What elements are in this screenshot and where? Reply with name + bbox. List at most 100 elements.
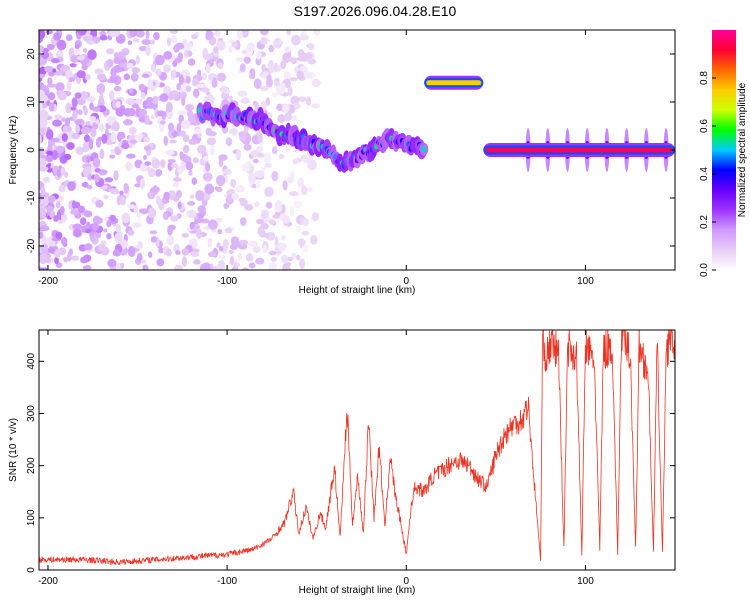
heatmap-noise-blob (46, 129, 54, 140)
heatmap-noise-blob (151, 158, 161, 169)
heatmap-noise-blob (260, 30, 269, 36)
heatmap-noise-blob (297, 49, 305, 58)
heatmap-noise-blob (235, 57, 245, 62)
heatmap-noise-blob (134, 98, 143, 105)
heatmap-noise-blob (129, 139, 138, 144)
colorbar-tick-label: 0.2 (699, 215, 710, 229)
heatmap-noise-blob (150, 64, 157, 72)
heatmap-noise-blob (115, 223, 121, 233)
heatmap-noise-blob (82, 264, 92, 270)
heatmap-noise-blob (147, 168, 156, 178)
heatmap-noise-blob (250, 174, 256, 180)
heatmap-noise-blob (234, 262, 241, 267)
heatmap-noise-blob (99, 93, 104, 103)
colorbar: 0.0 0.2 0.4 0.6 0.8 Normalized spectral ampl… (699, 30, 748, 277)
heatmap-noise-blob (109, 154, 116, 159)
heatmap-noise-blob (260, 211, 269, 219)
heatmap-noise-blob (305, 96, 312, 107)
heatmap-noise-blob (142, 154, 148, 160)
heatmap-noise-blob (128, 126, 137, 135)
heatmap-noise-blob (74, 43, 80, 50)
heatmap-noise-blob (70, 255, 80, 261)
heatmap-noise-blob (311, 78, 321, 87)
heatmap-noise-blob (93, 173, 100, 183)
heatmap-noise-blob (185, 161, 194, 171)
heatmap-noise-blob (189, 221, 195, 230)
heatmap-noise-blob (222, 168, 232, 175)
heatmap-noise-blob (185, 75, 191, 84)
heatmap-noise-blob (43, 176, 51, 183)
heatmap-noise-blob (53, 249, 62, 258)
heatmap-noise-blob (103, 216, 109, 222)
heatmap-noise-blob (171, 69, 177, 78)
heatmap-noise-blob (273, 80, 281, 87)
heatmap-noise-blob (291, 115, 297, 122)
heatmap-noise-blob (39, 253, 48, 265)
heatmap-noise-blob (177, 166, 184, 174)
heatmap-noise-blob (250, 150, 259, 158)
heatmap-noise-blob (46, 155, 54, 163)
heatmap-noise-blob (297, 96, 307, 102)
heatmap-noise-blob (185, 104, 194, 112)
heatmap-noise-blob (77, 30, 88, 36)
heatmap-noise-blob (53, 215, 59, 222)
heatmap-noise-blob (280, 81, 286, 90)
heatmap-noise-blob (69, 63, 77, 68)
heatmap-noise-blob (81, 181, 89, 188)
heatmap-noise-blob (196, 144, 207, 154)
heatmap-x-tick-label: -200 (38, 276, 58, 287)
heatmap-image (39, 30, 675, 270)
heatmap-noise-blob (165, 248, 172, 257)
heatmap-noise-blob (169, 139, 177, 144)
heatmap-noise-blob (263, 152, 272, 163)
heatmap-noise-blob (71, 97, 78, 108)
heatmap-noise-blob (217, 229, 223, 235)
heatmap-x-tick-label: -100 (217, 276, 237, 287)
heatmap-noise-blob (176, 83, 181, 91)
heatmap-noise-blob (287, 86, 293, 97)
heatmap-noise-blob (195, 228, 203, 239)
heatmap-noise-blob (134, 183, 142, 188)
heatmap-noise-blob (268, 44, 275, 53)
heatmap-noise-blob (47, 246, 56, 254)
heatmap-x-tick-label: 100 (577, 276, 594, 287)
heatmap-noise-blob (187, 58, 196, 66)
heatmap-noise-blob (264, 186, 274, 197)
heatmap-noise-blob (110, 189, 120, 195)
snr-y-ticks: 0 100 200 300 400 (26, 353, 675, 573)
heatmap-noise-blob (106, 232, 112, 240)
heatmap-noise-blob (290, 95, 300, 105)
heatmap-noise-blob (122, 119, 133, 126)
heatmap-noise-blob (211, 265, 220, 270)
heatmap-noise-blob (299, 258, 306, 269)
heatmap-noise-blob (57, 90, 67, 101)
snr-x-ticks: -200 -100 0 100 (38, 330, 594, 587)
heatmap-noise-blob (265, 97, 271, 106)
heatmap-noise-blob (149, 230, 158, 235)
heatmap-noise-blob (186, 201, 196, 206)
heatmap-noise-blob (166, 37, 172, 47)
heatmap-noise-blob (243, 56, 251, 64)
heatmap-noise-blob (288, 57, 299, 63)
heatmap-noise-blob (226, 193, 233, 201)
heatmap-noise-blob (47, 92, 56, 101)
heatmap-noise-blob (74, 48, 81, 54)
heatmap-noise-blob (54, 256, 59, 265)
heatmap-noise-blob (200, 87, 210, 93)
heatmap-noise-blob (188, 169, 193, 176)
heatmap-noise-blob (141, 39, 152, 46)
heatmap-noise-blob (63, 256, 69, 263)
heatmap-noise-blob (277, 114, 286, 123)
heatmap-noise-blob (71, 132, 80, 140)
heatmap-noise-blob (313, 30, 321, 36)
heatmap-noise-blob (110, 132, 117, 143)
heatmap-noise-blob (94, 68, 104, 75)
heatmap-noise-blob (238, 239, 249, 246)
heatmap-noise-blob (136, 252, 143, 263)
heatmap-noise-blob (285, 143, 291, 153)
heatmap-noise-blob (177, 201, 182, 210)
heatmap-noise-blob (228, 95, 233, 101)
heatmap-noise-blob (219, 254, 226, 260)
heatmap-noise-blob (121, 212, 131, 224)
heatmap-noise-blob (206, 137, 217, 146)
